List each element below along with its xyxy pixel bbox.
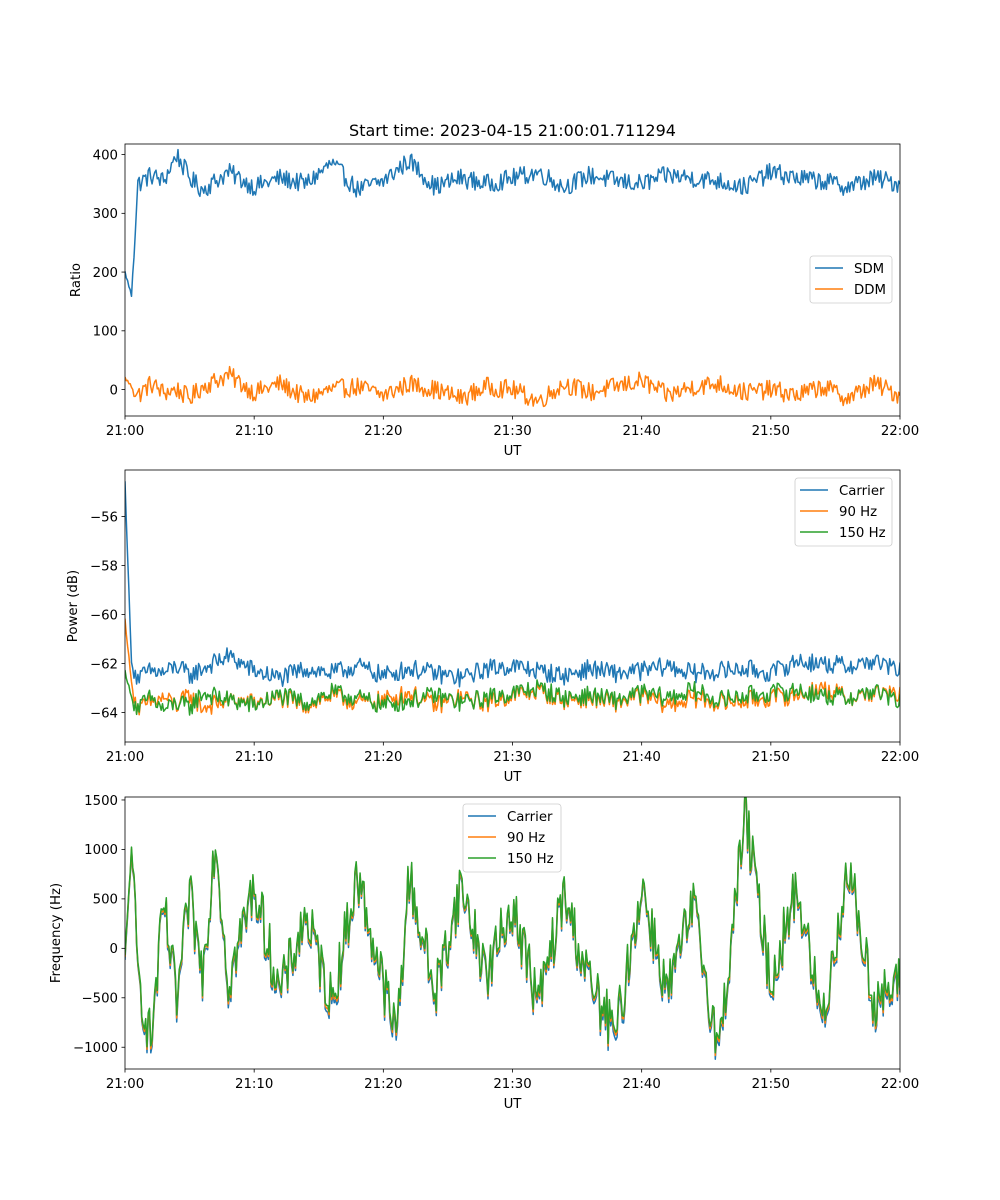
series-line-carrier bbox=[125, 797, 900, 1060]
series-line-150-hz bbox=[125, 669, 900, 716]
x-axis-label: UT bbox=[504, 1097, 523, 1112]
y-tick-label: −60 bbox=[90, 608, 118, 623]
x-tick-label: 21:20 bbox=[364, 750, 402, 765]
x-axis-label: UT bbox=[504, 770, 523, 785]
y-tick-label: −62 bbox=[90, 657, 118, 672]
x-tick-label: 21:50 bbox=[752, 750, 790, 765]
series-line-carrier bbox=[125, 481, 900, 688]
y-axis-label: Frequency (Hz) bbox=[49, 883, 64, 983]
y-tick-label: 0 bbox=[110, 942, 118, 957]
legend: Carrier 90 Hz 150 Hz bbox=[794, 477, 893, 547]
x-tick-label: 21:30 bbox=[493, 1077, 531, 1092]
y-tick-label: 500 bbox=[93, 893, 118, 908]
y-tick-label: 300 bbox=[93, 207, 118, 222]
legend-label: SDM bbox=[854, 262, 884, 277]
legend-label: 90 Hz bbox=[839, 505, 877, 520]
x-axis-label: UT bbox=[504, 444, 523, 459]
x-tick-label: 22:00 bbox=[881, 1077, 919, 1092]
x-tick-label: 21:50 bbox=[752, 424, 790, 439]
y-tick-label: −58 bbox=[90, 559, 118, 574]
y-tick-label: 400 bbox=[93, 148, 118, 163]
y-axis-label: Ratio bbox=[69, 263, 84, 297]
series-line-ddm bbox=[125, 365, 900, 408]
y-tick-label: −64 bbox=[90, 706, 118, 721]
legend-label: 150 Hz bbox=[507, 852, 554, 867]
x-tick-label: 21:40 bbox=[623, 750, 661, 765]
chart-panels: 21:00 21:10 21:20 21:30 21:40 21:50 22:00 0 100 2… bbox=[49, 143, 919, 1112]
x-tick-label: 21:40 bbox=[623, 1077, 661, 1092]
legend-label: DDM bbox=[854, 283, 886, 298]
x-tick-label: 21:50 bbox=[752, 1077, 790, 1092]
x-tick-label: 21:00 bbox=[106, 424, 144, 439]
series-line-sdm bbox=[125, 148, 900, 298]
x-tick-label: 21:10 bbox=[235, 424, 273, 439]
legend: SDM DDM bbox=[809, 255, 893, 304]
x-tick-label: 22:00 bbox=[881, 424, 919, 439]
x-tick-label: 21:30 bbox=[493, 750, 531, 765]
x-tick-label: 21:20 bbox=[364, 424, 402, 439]
y-tick-label: 0 bbox=[110, 383, 118, 398]
figure-title: Start time: 2023-04-15 21:00:01.711294 bbox=[349, 121, 676, 140]
y-tick-label: −56 bbox=[90, 510, 118, 525]
x-tick-label: 21:10 bbox=[235, 1077, 273, 1092]
legend: Carrier 90 Hz 150 Hz bbox=[462, 803, 562, 873]
x-tick-label: 21:10 bbox=[235, 750, 273, 765]
chart-panel-3: 21:00 21:10 21:20 21:30 21:40 21:50 22:00 −1000… bbox=[49, 794, 919, 1112]
legend-label: Carrier bbox=[507, 810, 553, 825]
x-tick-label: 22:00 bbox=[881, 750, 919, 765]
y-axis-label: Power (dB) bbox=[66, 570, 81, 642]
legend-label: 150 Hz bbox=[839, 526, 886, 541]
chart-panel-2: 21:00 21:10 21:20 21:30 21:40 21:50 22:00 −64 −6… bbox=[66, 469, 919, 785]
legend-box bbox=[794, 477, 893, 547]
series-line-150-hz bbox=[125, 797, 900, 1054]
x-tick-label: 21:00 bbox=[106, 750, 144, 765]
y-tick-label: −500 bbox=[81, 992, 118, 1007]
y-tick-label: 200 bbox=[93, 266, 118, 281]
x-tick-label: 21:40 bbox=[623, 424, 661, 439]
x-tick-label: 21:00 bbox=[106, 1077, 144, 1092]
chart-panel-1: 21:00 21:10 21:20 21:30 21:40 21:50 22:00 0 100 2… bbox=[69, 143, 919, 459]
legend-box bbox=[462, 803, 562, 873]
legend-label: Carrier bbox=[839, 484, 885, 499]
y-tick-label: 100 bbox=[93, 325, 118, 340]
x-tick-label: 21:20 bbox=[364, 1077, 402, 1092]
series-line-90-hz bbox=[125, 797, 900, 1057]
y-tick-label: −1000 bbox=[73, 1041, 118, 1056]
y-tick-label: 1000 bbox=[84, 843, 118, 858]
x-tick-label: 21:30 bbox=[493, 424, 531, 439]
y-tick-label: 1500 bbox=[84, 794, 118, 809]
legend-label: 90 Hz bbox=[507, 831, 545, 846]
